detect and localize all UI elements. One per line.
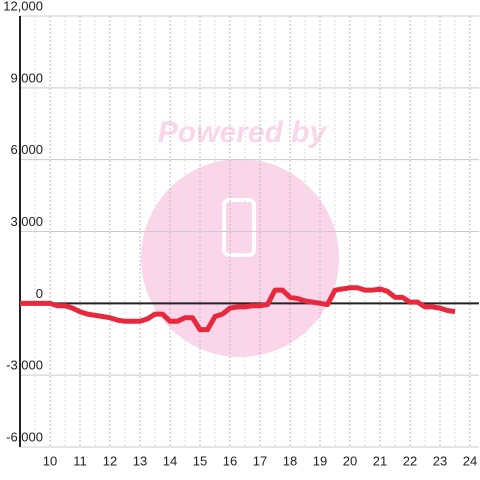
x-tick-label: 14	[163, 453, 177, 468]
data-line	[20, 285, 456, 333]
x-tick-label: 20	[343, 453, 357, 468]
x-tick-label: 18	[283, 453, 297, 468]
x-tick-label: 13	[133, 453, 147, 468]
y-tick-label: 0	[36, 286, 43, 301]
watermark-icon	[222, 198, 256, 257]
x-tick-label: 23	[433, 453, 447, 468]
x-tick-label: 19	[313, 453, 327, 468]
x-tick-label: 24	[463, 453, 477, 468]
x-tick-label: 21	[373, 453, 387, 468]
y-tick-label: 12,000	[3, 0, 43, 13]
x-tick-label: 10	[43, 453, 57, 468]
x-tick-label: 17	[253, 453, 267, 468]
watermark-circle	[141, 159, 339, 357]
x-tick-label: 11	[73, 453, 87, 468]
x-tick-label: 15	[193, 453, 207, 468]
y-tick-label: 9,000	[10, 70, 43, 85]
y-tick-label: -6,000	[6, 429, 43, 444]
watermark-text: Powered by	[158, 116, 328, 149]
y-tick-label: -3,000	[6, 358, 43, 373]
x-tick-label: 16	[223, 453, 237, 468]
y-tick-label: 6,000	[10, 142, 43, 157]
y-tick-label: 3,000	[10, 214, 43, 229]
x-tick-label: 22	[403, 453, 417, 468]
x-tick-label: 12	[103, 453, 117, 468]
